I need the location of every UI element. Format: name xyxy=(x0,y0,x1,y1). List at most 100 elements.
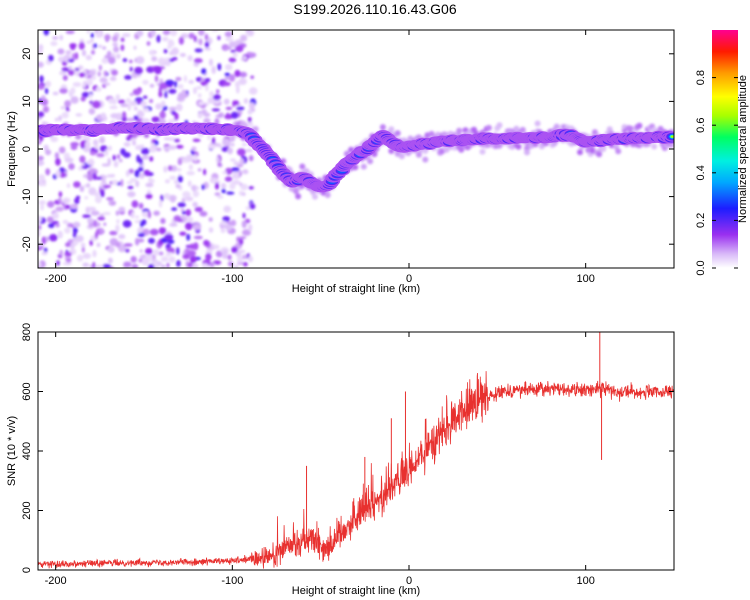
noise-speckle xyxy=(164,90,168,99)
noise-speckle xyxy=(228,74,236,82)
noise-speckle xyxy=(201,68,207,75)
noise-speckle xyxy=(55,223,60,228)
noise-speckle xyxy=(113,46,120,53)
y-tick-label: 0 xyxy=(21,146,33,152)
noise-speckle xyxy=(70,96,79,104)
noise-speckle xyxy=(72,221,81,228)
x-tick-label: -100 xyxy=(221,575,243,587)
noise-speckle xyxy=(238,249,246,254)
noise-speckle xyxy=(177,158,183,166)
noise-speckle xyxy=(166,262,170,268)
noise-speckle xyxy=(179,231,187,236)
noise-speckle xyxy=(231,167,240,172)
noise-speckle xyxy=(164,60,171,67)
noise-speckle xyxy=(74,197,80,205)
noise-speckle xyxy=(102,264,112,268)
noise-speckle xyxy=(211,108,221,112)
noise-speckle xyxy=(115,94,121,101)
noise-speckle xyxy=(112,98,117,105)
noise-speckle xyxy=(90,38,94,43)
x-tick-label: -200 xyxy=(45,575,67,587)
noise-speckle xyxy=(138,258,142,263)
noise-speckle xyxy=(41,251,48,256)
noise-speckle xyxy=(197,168,202,172)
noise-speckle xyxy=(181,89,186,94)
noise-speckle xyxy=(222,249,228,257)
noise-speckle xyxy=(82,262,89,268)
noise-speckle xyxy=(47,200,55,208)
noise-speckle xyxy=(230,49,236,53)
noise-speckle xyxy=(70,87,76,95)
noise-speckle xyxy=(55,206,64,212)
noise-speckle xyxy=(177,218,184,223)
halo-speckle xyxy=(600,146,607,152)
noise-speckle xyxy=(181,197,186,204)
noise-speckle xyxy=(225,106,233,110)
noise-speckle xyxy=(250,75,254,79)
y-tick-label: 600 xyxy=(21,382,33,400)
noise-speckle xyxy=(135,215,139,219)
noise-speckle xyxy=(216,89,220,94)
noise-speckle xyxy=(230,158,236,162)
noise-speckle xyxy=(68,69,75,76)
noise-speckle xyxy=(42,106,50,113)
noise-speckle xyxy=(110,174,115,178)
noise-speckle xyxy=(180,208,185,212)
noise-speckle xyxy=(198,101,205,106)
noise-speckle xyxy=(225,224,232,231)
halo-speckle xyxy=(456,127,463,134)
noise-speckle xyxy=(248,87,258,95)
y-tick-label: -20 xyxy=(21,236,33,252)
noise-speckle xyxy=(54,152,60,159)
noise-speckle xyxy=(157,261,163,266)
noise-speckle xyxy=(241,142,247,147)
noise-speckle xyxy=(170,165,178,172)
halo-speckle xyxy=(352,164,359,171)
noise-speckle xyxy=(177,92,186,101)
noise-speckle xyxy=(205,84,209,92)
noise-speckle xyxy=(103,70,108,77)
noise-speckle xyxy=(129,100,138,106)
noise-speckle xyxy=(224,176,233,182)
halo-speckle xyxy=(596,151,603,158)
noise-speckle xyxy=(87,173,94,182)
noise-speckle xyxy=(62,262,72,266)
noise-speckle xyxy=(78,72,86,78)
noise-speckle xyxy=(214,192,221,196)
noise-speckle xyxy=(217,35,221,41)
halo-speckle xyxy=(524,149,530,156)
halo-speckle xyxy=(651,143,658,150)
noise-speckle xyxy=(167,39,175,47)
noise-speckle xyxy=(65,30,75,34)
halo-speckle xyxy=(394,130,401,137)
noise-speckle xyxy=(239,158,245,165)
snr-series-line xyxy=(38,371,674,569)
noise-speckle xyxy=(185,209,191,217)
noise-speckle xyxy=(182,191,191,198)
noise-speckle xyxy=(162,30,171,36)
noise-speckle xyxy=(115,210,120,216)
noise-speckle xyxy=(220,220,227,225)
noise-speckle xyxy=(193,61,200,67)
noise-speckle xyxy=(224,31,233,38)
noise-speckle xyxy=(169,51,175,56)
noise-speckle xyxy=(151,56,158,62)
noise-speckle xyxy=(99,227,104,234)
noise-speckle xyxy=(240,34,248,42)
colorbar-title: Normalized spectral amplitude xyxy=(737,75,749,223)
noise-speckle xyxy=(194,206,203,212)
noise-speckle xyxy=(132,140,137,146)
noise-speckle xyxy=(43,144,49,151)
noise-speckle xyxy=(154,140,159,146)
noise-speckle xyxy=(48,54,54,62)
noise-speckle xyxy=(217,162,222,167)
noise-speckle xyxy=(186,233,191,241)
colorbar-gradient xyxy=(712,30,738,268)
noise-speckle xyxy=(93,219,98,228)
noise-speckle xyxy=(225,37,234,42)
noise-speckle xyxy=(97,216,106,221)
noise-speckle xyxy=(91,50,95,55)
noise-speckle xyxy=(102,184,112,188)
noise-speckle xyxy=(107,246,115,253)
halo-speckle xyxy=(485,124,492,131)
